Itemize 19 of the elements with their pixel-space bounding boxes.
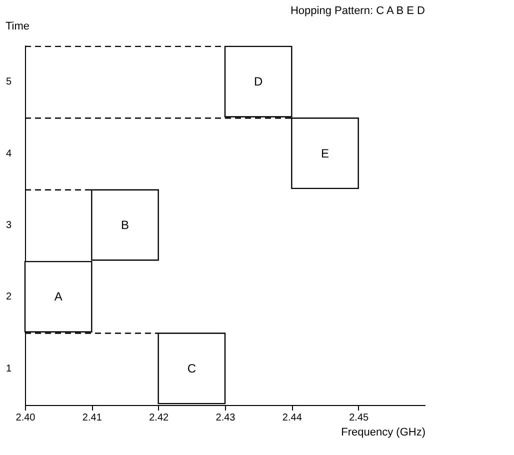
y-tick-label: 2 bbox=[6, 292, 12, 303]
data-label: A bbox=[54, 290, 62, 304]
data-label: E bbox=[320, 146, 330, 160]
x-tick-label: 2.43 bbox=[216, 412, 236, 424]
y-axis-title: Time bbox=[6, 20, 30, 32]
y-tick-label: 5 bbox=[6, 76, 12, 88]
y-tick-label: 1 bbox=[6, 363, 12, 374]
y-tick-label: 3 bbox=[6, 220, 12, 231]
x-tick-label: 2.40 bbox=[16, 412, 36, 424]
data-label: D bbox=[254, 74, 263, 89]
x-axis-title: Frequency (GHz) bbox=[341, 426, 426, 438]
x-tick-label: 2.45 bbox=[349, 412, 369, 424]
data-label: B bbox=[120, 218, 130, 232]
x-tick-label: 2.41 bbox=[82, 412, 102, 424]
y-tick-label: 4 bbox=[6, 148, 12, 160]
x-tick-label: 2.42 bbox=[149, 412, 169, 424]
x-tick-label: 2.44 bbox=[282, 412, 302, 424]
data-label: C bbox=[187, 361, 196, 376]
chart-title: Hopping Pattern: C A B E D bbox=[290, 5, 426, 17]
